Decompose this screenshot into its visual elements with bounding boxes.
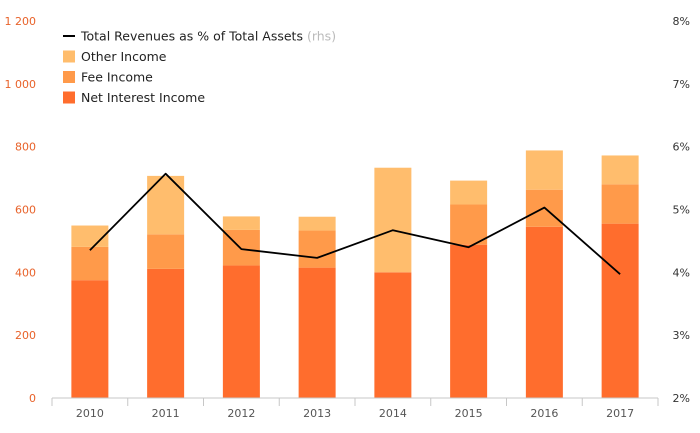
x-tick-label: 2013 <box>303 407 331 420</box>
x-axis: 2010 2011 2012 2013 2014 2015 2016 2017 <box>51 397 659 420</box>
bar-net-interest-income <box>601 223 639 398</box>
legend-label: Fee Income <box>81 70 153 85</box>
bar-net-interest-income <box>298 267 336 398</box>
bar-other-income <box>147 175 185 235</box>
right-tick-label: 8% <box>673 15 690 28</box>
x-tick-label: 2015 <box>455 407 483 420</box>
bar-fee-income <box>450 204 488 245</box>
left-axis: 0 200 400 600 800 1 000 1 200 <box>5 15 37 405</box>
x-tick-label: 2011 <box>152 407 180 420</box>
legend-swatch <box>63 91 75 104</box>
bar-other-income <box>374 167 412 273</box>
right-axis: 2% 3% 4% 5% 6% 7% 8% <box>673 15 690 405</box>
bar-net-interest-income <box>147 268 185 398</box>
bar-net-interest-income <box>374 272 412 398</box>
right-tick-label: 2% <box>673 392 690 405</box>
x-tick-label: 2014 <box>379 407 407 420</box>
right-tick-label: 4% <box>673 266 690 279</box>
bar-other-income <box>222 216 260 230</box>
x-tick-label: 2012 <box>227 407 255 420</box>
bars <box>71 150 639 398</box>
bar-net-interest-income <box>525 226 563 398</box>
bar-fee-income <box>298 230 336 268</box>
right-tick-label: 5% <box>673 204 690 217</box>
bar-other-income <box>298 216 336 231</box>
left-tick-label: 200 <box>15 329 36 342</box>
bar-net-interest-income <box>71 280 109 398</box>
x-tick-label: 2017 <box>606 407 634 420</box>
bar-other-income <box>601 155 639 185</box>
left-tick-label: 800 <box>15 141 36 154</box>
left-tick-label: 400 <box>15 266 36 279</box>
line-series <box>89 172 621 275</box>
left-tick-label: 600 <box>15 204 36 217</box>
bar-fee-income <box>601 184 639 224</box>
line-total-revenues-pct <box>89 172 621 275</box>
left-tick-label: 1 000 <box>5 78 37 91</box>
bar-net-interest-income <box>222 265 260 398</box>
legend-swatch <box>63 50 75 63</box>
bar-net-interest-income <box>450 244 488 398</box>
right-tick-label: 3% <box>673 329 690 342</box>
bar-fee-income <box>147 234 185 269</box>
legend-label: Other Income <box>81 49 167 64</box>
legend-label: Net Interest Income <box>81 90 205 105</box>
legend: Total Revenues as % of Total Assets (rhs)… <box>63 29 336 105</box>
bar-other-income <box>450 180 488 205</box>
right-tick-label: 6% <box>673 141 690 154</box>
left-tick-label: 1 200 <box>5 15 37 28</box>
legend-suffix: (rhs) <box>307 29 336 44</box>
bar-other-income <box>525 150 563 190</box>
left-tick-label: 0 <box>29 392 36 405</box>
legend-label: Total Revenues as % of Total Assets (rhs) <box>80 29 336 44</box>
legend-swatch <box>63 71 75 83</box>
x-tick-label: 2016 <box>530 407 558 420</box>
right-tick-label: 7% <box>673 78 690 91</box>
x-tick-label: 2010 <box>76 407 104 420</box>
bar-fee-income <box>71 246 109 281</box>
